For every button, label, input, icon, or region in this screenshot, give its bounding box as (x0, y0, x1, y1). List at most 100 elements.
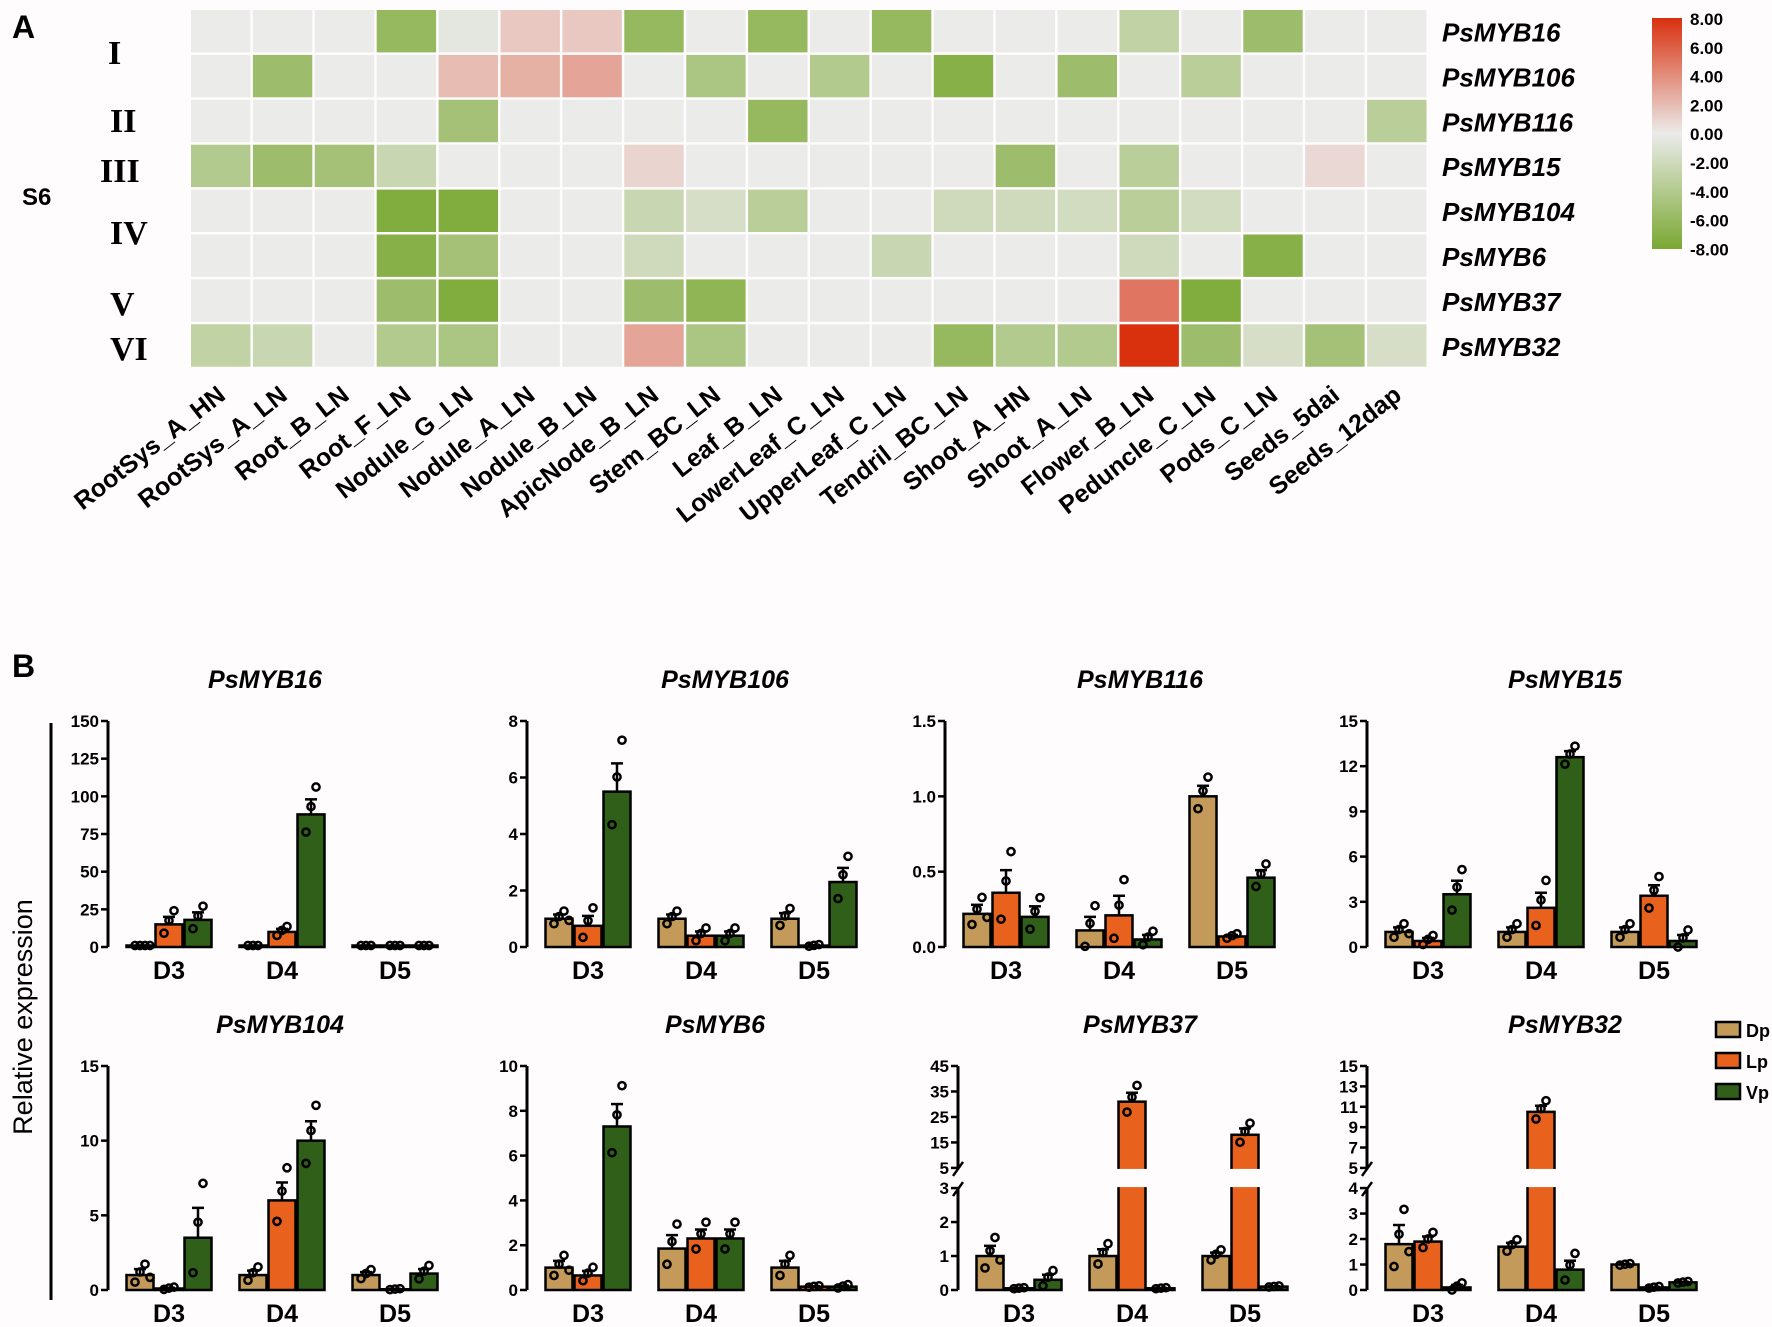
data-point (1006, 846, 1016, 857)
heatmap-cell (810, 234, 870, 277)
heatmap-cell (686, 324, 746, 367)
subgroup-label: I (108, 35, 121, 72)
data-point (1565, 749, 1575, 759)
y-tick-label: 0 (509, 1281, 518, 1300)
y-tick-label: 15 (80, 1057, 99, 1076)
subgroup-label: III (100, 153, 140, 190)
data-point (366, 940, 376, 951)
data-point (248, 1267, 258, 1278)
data-point (667, 911, 677, 922)
data-point (583, 1268, 593, 1278)
heatmap-cell (376, 10, 437, 53)
chart-title: PsMYB15 (1508, 666, 1623, 694)
x-category-label: D5 (1216, 957, 1248, 985)
heatmap-cell (314, 99, 375, 143)
heatmap-cell (1119, 234, 1179, 277)
data-point (696, 1228, 706, 1239)
data-point (559, 1250, 569, 1261)
heatmap-cell (500, 99, 560, 143)
subgroup-label: II (110, 103, 136, 140)
subgroup-label: V (110, 286, 135, 323)
data-point (996, 914, 1006, 925)
data-point (667, 1236, 677, 1247)
data-point (1541, 875, 1551, 886)
data-point (662, 918, 672, 929)
heatmap-cell (562, 324, 622, 367)
data-point (982, 912, 992, 923)
data-point (1264, 1282, 1274, 1292)
heatmap-cell (1305, 144, 1365, 188)
heatmap-cell (748, 189, 808, 232)
heatmap-cell (1181, 144, 1241, 188)
data-point (1654, 1281, 1664, 1292)
heatmap-cell (810, 279, 870, 322)
data-point (414, 1273, 424, 1284)
data-point (1428, 1227, 1438, 1238)
gene-row-label: PsMYB6 (1442, 242, 1547, 272)
data-point (1423, 1234, 1433, 1244)
y-tick-label: 15 (1339, 1057, 1358, 1076)
data-point (1536, 895, 1546, 905)
subgroup-label: IV (110, 215, 148, 252)
heatmap-cell (1181, 279, 1241, 322)
data-point (1198, 785, 1208, 796)
heatmap-cell (1243, 279, 1303, 322)
heatmap-cell (191, 234, 251, 277)
y-tick-label: 2 (940, 1213, 949, 1232)
y-tick-label: 3 (940, 1179, 949, 1198)
x-category-label: D3 (1412, 1300, 1444, 1327)
heatmap-cell (1367, 144, 1427, 188)
data-point (1531, 920, 1541, 931)
data-point (701, 1217, 711, 1228)
data-point (809, 1281, 819, 1292)
data-point (838, 869, 848, 880)
data-point (1206, 1255, 1216, 1265)
data-point (385, 1284, 395, 1295)
heatmap-cell (314, 10, 375, 53)
bar-Dp-D4 (1497, 1245, 1527, 1292)
data-point (804, 941, 814, 952)
data-point (588, 1262, 598, 1273)
y-tick-label: 0 (1349, 938, 1358, 957)
data-point (1025, 924, 1035, 935)
legend-label: Lp (1746, 1052, 1768, 1072)
data-point (1261, 859, 1271, 869)
y-tick-label: 12 (1339, 757, 1358, 776)
data-point (833, 1283, 843, 1293)
gene-row-label: PsMYB116 (1442, 107, 1574, 137)
heatmap-cell (562, 99, 622, 143)
heatmap-cell (252, 324, 313, 367)
heatmap-cell (562, 144, 622, 188)
data-point (1161, 1282, 1171, 1293)
heatmap-cell (810, 189, 870, 232)
data-point (1649, 885, 1659, 896)
color-scale-tick: 8.00 (1690, 10, 1723, 29)
data-point (1570, 741, 1580, 752)
data-point (833, 893, 843, 904)
color-scale-tick: -8.00 (1690, 240, 1729, 259)
data-point (1251, 881, 1261, 892)
y-tick-label: 4 (1349, 1179, 1359, 1198)
y-tick-label: 3 (1349, 893, 1358, 912)
group-label-s6: S6 (22, 184, 51, 211)
heatmap-cell (810, 99, 870, 143)
bar-Lp-D5 (380, 944, 410, 949)
x-category-label: D4 (1103, 957, 1135, 985)
data-point (588, 902, 598, 913)
heatmap-cell (624, 10, 684, 53)
data-point (583, 915, 593, 926)
data-point (1625, 1258, 1635, 1269)
bar-Vp-D3 (1020, 915, 1050, 949)
heatmap-cell (252, 144, 313, 188)
heatmap-cell (995, 99, 1056, 143)
heatmap-cell (1057, 324, 1117, 367)
y-tick-label: 13 (1339, 1077, 1358, 1096)
data-point (977, 892, 987, 903)
heatmap-cell (1305, 189, 1365, 232)
data-point (1673, 1278, 1683, 1288)
x-category-label: D3 (1003, 1300, 1035, 1327)
x-category-label: D4 (685, 1300, 717, 1327)
data-point (282, 1162, 292, 1173)
data-point (169, 1282, 179, 1292)
heatmap-cell (562, 279, 622, 322)
